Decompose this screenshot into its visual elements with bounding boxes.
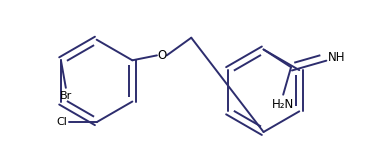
- Text: O: O: [157, 49, 167, 62]
- Text: Br: Br: [60, 91, 72, 101]
- Text: NH: NH: [328, 51, 346, 64]
- Text: Cl: Cl: [56, 117, 67, 127]
- Text: H₂N: H₂N: [272, 98, 294, 111]
